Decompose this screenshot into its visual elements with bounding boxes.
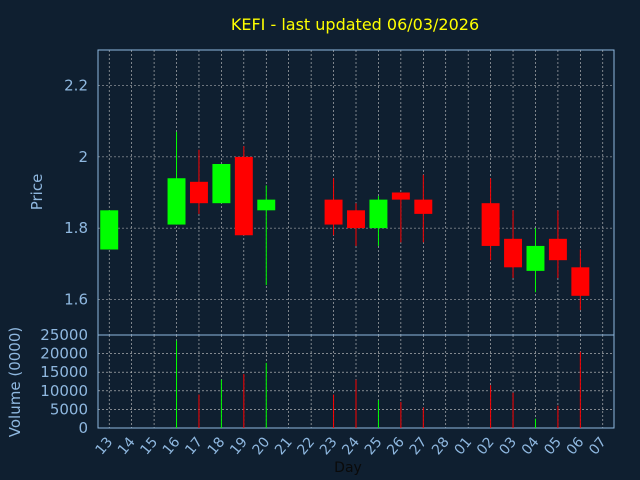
- volume-tick-label: 10000: [40, 382, 88, 400]
- candle-body: [369, 199, 388, 229]
- volume-tick-label: 0: [78, 419, 88, 437]
- candle-body: [257, 199, 276, 211]
- x-axis-ticks: 1314151617181920212223242526272801020304…: [93, 434, 610, 458]
- volume-tick-label: 15000: [40, 363, 88, 381]
- price-candles: [100, 131, 590, 311]
- candle-body: [414, 199, 433, 214]
- volume-tick-label: 25000: [40, 326, 88, 344]
- candle-body: [212, 164, 231, 204]
- price-panel: 1.6 1.8 2 2.2: [64, 49, 615, 336]
- candle-body: [100, 210, 119, 250]
- candle-body: [526, 245, 545, 271]
- candle-body: [571, 267, 590, 296]
- candle-body: [391, 192, 410, 200]
- candle-body: [481, 203, 500, 246]
- volume-bars: [176, 340, 581, 428]
- price-tick-label: 2: [78, 148, 88, 166]
- volume-tick-label: 5000: [50, 400, 88, 418]
- candle-body: [189, 181, 208, 204]
- price-tick-label: 1.8: [64, 219, 88, 237]
- x-axis-label: Day: [334, 460, 362, 476]
- candle-body: [347, 210, 365, 229]
- chart-title: KEFI - last updated 06/03/2026: [231, 15, 479, 34]
- price-tick-label: 1.6: [64, 290, 88, 308]
- price-axis-ticks: 1.6 1.8 2 2.2: [64, 77, 88, 309]
- candle-body: [324, 199, 343, 225]
- price-axis-label: Price: [28, 174, 46, 211]
- price-tick-label: 2.2: [64, 77, 88, 95]
- volume-tick-label: 20000: [40, 345, 88, 363]
- volume-axis-label: Volume (0000): [6, 327, 24, 437]
- candle-body: [234, 156, 253, 236]
- candle-body: [167, 178, 186, 225]
- candle-body: [548, 238, 567, 261]
- price-gridlines: [98, 50, 614, 335]
- candle-body: [504, 238, 523, 268]
